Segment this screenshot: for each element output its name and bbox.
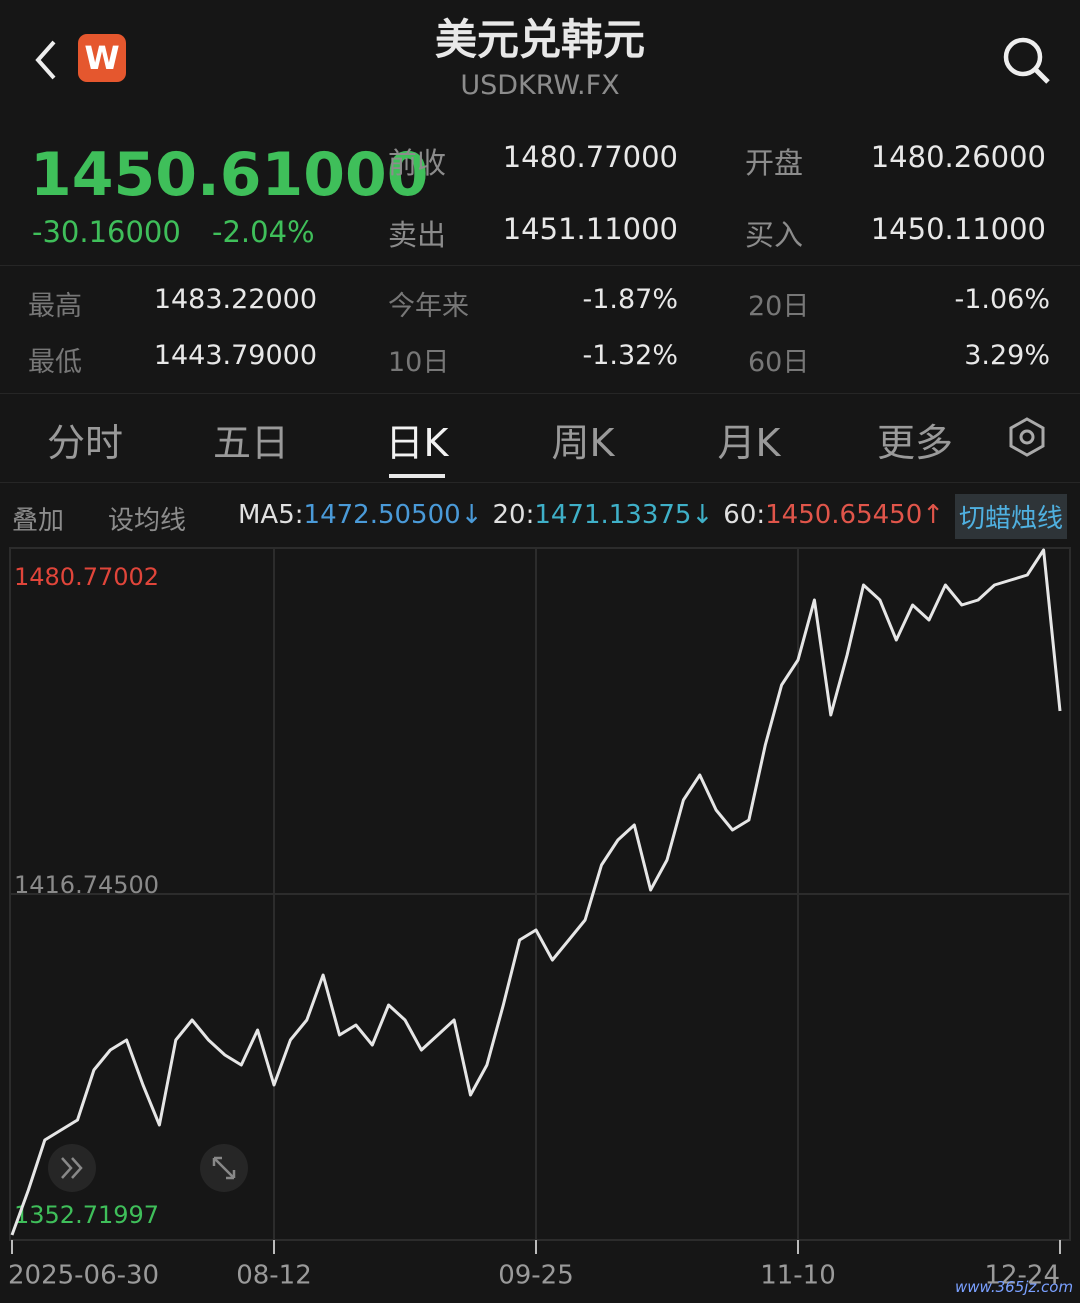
icon <box>61 1157 83 1179</box>
x-tick-label: 11-10 <box>760 1261 836 1291</box>
price-change-pct: -2.04% <box>212 215 315 249</box>
divider <box>0 393 1080 394</box>
ma-label: 60: <box>723 500 766 530</box>
tab[interactable]: 月K <box>717 421 781 465</box>
icon <box>212 1156 236 1180</box>
x-tick-label: 09-25 <box>498 1261 574 1291</box>
ma-label: MA5: <box>238 500 304 530</box>
search-button[interactable] <box>1000 34 1052 86</box>
stat-value: 1451.11000 <box>502 212 678 246</box>
x-tick-label: 2025-06-30 <box>8 1261 159 1291</box>
price-change: -30.16000 <box>32 215 181 249</box>
stat-label: 今年来 <box>388 291 469 322</box>
watermark: www.365jz.com <box>955 1278 1074 1296</box>
y-tick-label: 1352.71997 <box>14 1201 159 1229</box>
tab[interactable]: 日K <box>385 421 449 465</box>
stat-label: 10日 <box>388 347 450 378</box>
ma-value: 1471.13375 <box>534 500 692 530</box>
stat-value: 1443.79000 <box>153 340 317 371</box>
overlay-button[interactable]: 叠加 <box>12 506 65 536</box>
stat-value: 3.29% <box>964 340 1050 371</box>
switch-candle-button[interactable]: 切蜡烛线 <box>955 494 1068 539</box>
stat-label: 最高 <box>28 291 82 322</box>
ma-label: 20: <box>492 500 535 530</box>
ticker: USDKRW.FX <box>460 70 620 101</box>
stat-label: 20日 <box>748 291 810 322</box>
stat-label: 买入 <box>745 218 804 252</box>
y-tick-label: 1480.77002 <box>14 563 159 591</box>
tab-indicator <box>389 474 445 478</box>
x-tick-label: 12-24 <box>984 1261 1060 1291</box>
divider <box>0 265 1080 266</box>
page-title: 美元兑韩元 <box>434 15 645 64</box>
divider <box>0 482 1080 483</box>
stat-label: 开盘 <box>745 146 804 180</box>
ma-arrow: ↑ <box>922 500 944 530</box>
stat-label: 卖出 <box>388 218 447 252</box>
stat-label: 前收 <box>388 146 447 180</box>
stat-value: 1480.77000 <box>502 140 678 174</box>
stat-value: -1.06% <box>954 284 1050 315</box>
ma-value: 1450.65450 <box>765 500 923 530</box>
stat-value: 1450.11000 <box>870 212 1046 246</box>
stat-label: 最低 <box>28 347 82 378</box>
settings-button[interactable] <box>1006 416 1048 458</box>
last-price: 1450.61000 <box>30 140 429 210</box>
price-line <box>10 548 1062 1236</box>
tab[interactable]: 分时 <box>46 421 123 465</box>
chart: 1352.71997 1416.74500 1480.77002 2025-06-30… <box>8 547 1071 1291</box>
tab[interactable]: 更多 <box>876 421 953 465</box>
stat-label: 60日 <box>748 347 810 378</box>
ma-arrow: ↓ <box>691 500 714 530</box>
back-button[interactable] <box>30 38 60 82</box>
ma-value: 1472.50500 <box>303 500 461 530</box>
ma-values: MA5:1472.50500↓ 20:1471.13375↓ 60:1450.654… <box>238 500 944 530</box>
ma-arrow: ↓ <box>460 500 483 530</box>
stat-value: 1480.26000 <box>870 140 1046 174</box>
tab[interactable]: 五日 <box>212 421 289 465</box>
stat-value: -1.87% <box>582 284 678 315</box>
stat-value: 1483.22000 <box>153 284 317 315</box>
y-tick-label: 1416.74500 <box>14 871 159 899</box>
stat-value: -1.32% <box>582 340 678 371</box>
set-ma-button[interactable]: 设均线 <box>108 506 187 536</box>
x-tick-label: 08-12 <box>236 1261 312 1291</box>
tab[interactable]: 周K <box>551 421 615 465</box>
app-logo[interactable]: W <box>78 34 126 82</box>
